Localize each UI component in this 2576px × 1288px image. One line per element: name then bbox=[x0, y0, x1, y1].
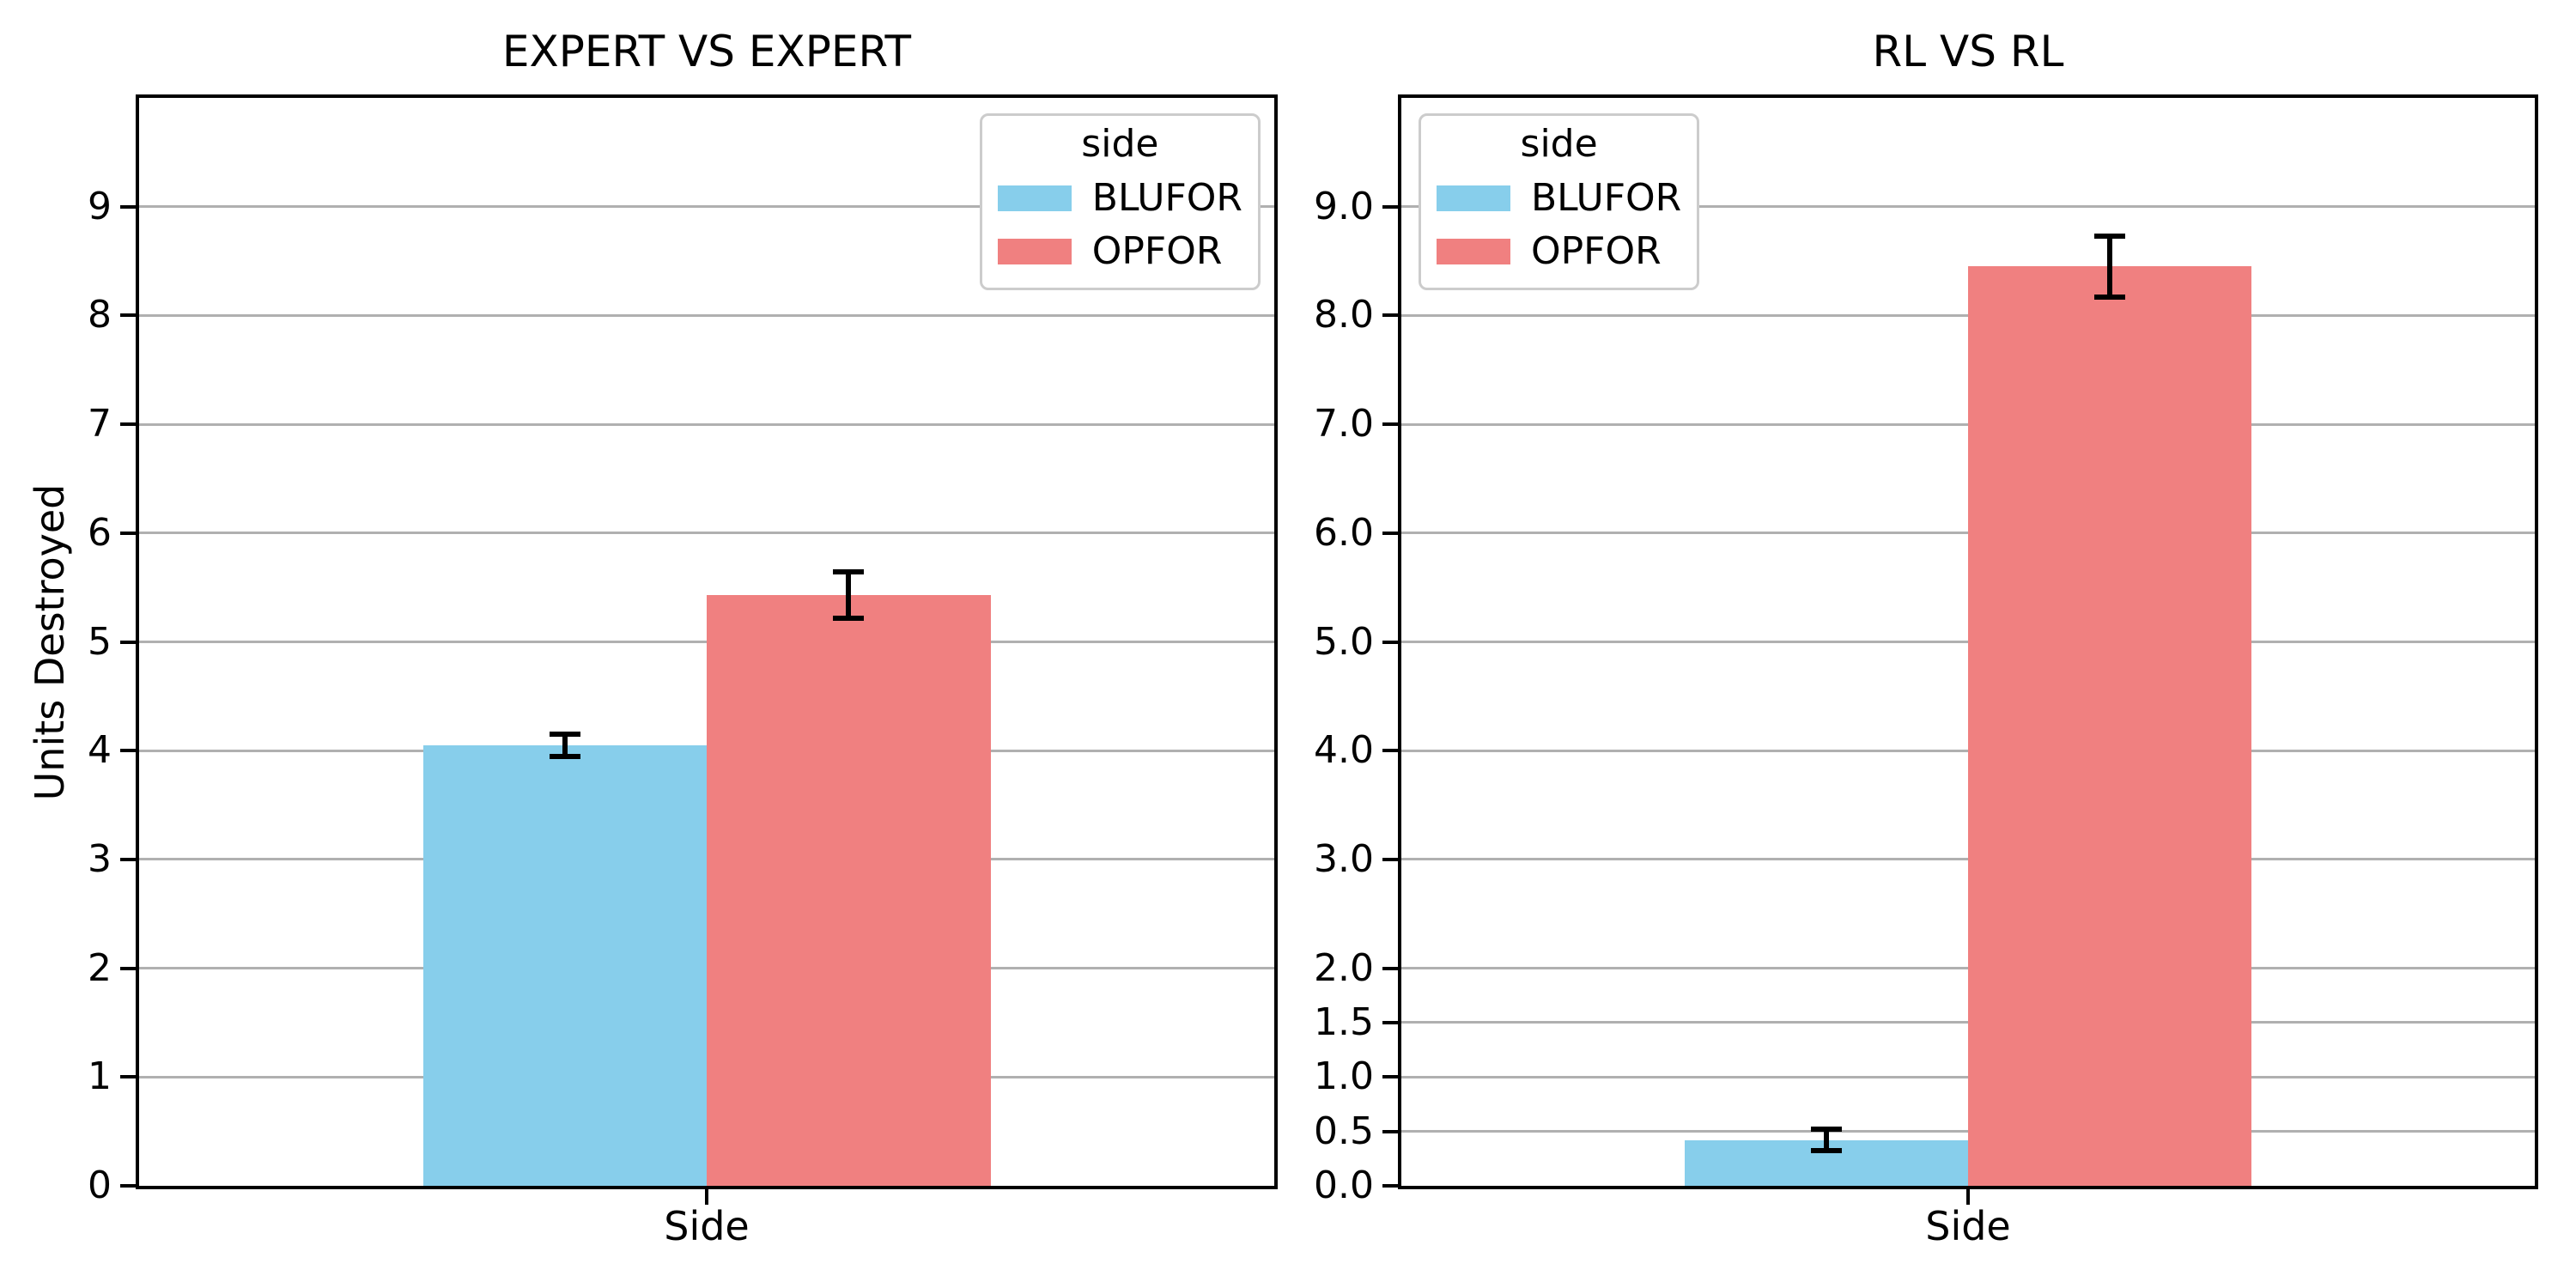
x-tick bbox=[705, 1189, 708, 1205]
legend: side BLUFOR OPFOR bbox=[1419, 113, 1700, 290]
y-tick-label: 6.0 bbox=[1314, 510, 1374, 555]
y-tick bbox=[1382, 1184, 1398, 1188]
y-tick bbox=[1382, 531, 1398, 535]
error-bar-cap-bottom bbox=[2094, 294, 2125, 300]
y-tick-label: 5 bbox=[88, 619, 112, 664]
y-tick-label: 2 bbox=[88, 945, 112, 990]
subplot-title: RL VS RL bbox=[1872, 27, 2064, 76]
bar-opfor bbox=[1968, 266, 2251, 1186]
y-tick bbox=[1382, 313, 1398, 318]
legend-swatch-opfor bbox=[1437, 239, 1510, 264]
y-tick bbox=[120, 966, 136, 970]
y-tick bbox=[1382, 749, 1398, 753]
legend-title: side bbox=[1520, 122, 1598, 166]
y-tick-label: 7 bbox=[88, 402, 112, 447]
legend-item-blufor: BLUFOR bbox=[997, 174, 1242, 222]
error-bar-line bbox=[846, 572, 852, 618]
gridline bbox=[139, 532, 1274, 535]
y-tick-label: 0 bbox=[88, 1163, 112, 1207]
y-tick-label: 0.0 bbox=[1314, 1163, 1374, 1207]
error-bar-line bbox=[1824, 1129, 1829, 1151]
y-tick-label: 1.0 bbox=[1314, 1054, 1374, 1099]
y-tick-label: 6 bbox=[88, 510, 112, 555]
error-bar-blufor bbox=[549, 732, 580, 759]
y-tick bbox=[120, 313, 136, 318]
gridline bbox=[139, 313, 1274, 317]
error-bar-cap-bottom bbox=[549, 753, 580, 759]
subplot-title: EXPERT VS EXPERT bbox=[501, 27, 912, 76]
legend-item-blufor: BLUFOR bbox=[1437, 174, 1681, 222]
y-tick bbox=[120, 531, 136, 535]
error-bar-line bbox=[2107, 235, 2112, 297]
y-tick-label: 3 bbox=[88, 836, 112, 881]
plot-area: side BLUFOR OPFOR 0 1 2 3 4 5 6 7 8 9 bbox=[88, 94, 1278, 1207]
error-bar-cap-top bbox=[833, 569, 865, 575]
legend-item-opfor: OPFOR bbox=[997, 228, 1242, 276]
legend-swatch-blufor bbox=[997, 185, 1072, 211]
legend-label-blufor: BLUFOR bbox=[1091, 176, 1242, 220]
y-tick bbox=[1382, 204, 1398, 209]
y-tick bbox=[120, 749, 136, 753]
gridline bbox=[1401, 205, 2535, 209]
y-tick bbox=[1382, 640, 1398, 644]
y-tick-label: 8.0 bbox=[1314, 293, 1374, 337]
y-tick-label: 9.0 bbox=[1314, 184, 1374, 228]
error-bar-cap-bottom bbox=[833, 615, 865, 621]
y-tick-label: 0.5 bbox=[1314, 1109, 1374, 1153]
y-tick-label: 1 bbox=[88, 1054, 112, 1099]
gridline bbox=[139, 205, 1274, 209]
y-tick-label: 3.0 bbox=[1314, 836, 1374, 881]
y-tick-label: 4.0 bbox=[1314, 728, 1374, 773]
error-bar-opfor bbox=[833, 569, 865, 621]
error-bar-cap-top bbox=[2094, 233, 2125, 239]
subplot-expert-vs-expert: EXPERT VS EXPERT side BLUFOR OPFOR 0 1 2 3 4… bbox=[88, 0, 1278, 1288]
x-axis-label: Side bbox=[1925, 1203, 2011, 1249]
error-bar-cap-top bbox=[549, 732, 580, 738]
plot-area: side BLUFOR OPFOR 0.0 0.5 1.0 1.5 2.0 3.0 4.0 5… bbox=[1314, 94, 2538, 1207]
legend-swatch-blufor bbox=[1437, 185, 1510, 211]
y-tick-label: 5.0 bbox=[1314, 619, 1374, 664]
y-tick bbox=[1382, 1020, 1398, 1024]
error-bar-blufor bbox=[1811, 1127, 1842, 1154]
y-tick bbox=[120, 857, 136, 861]
y-tick-label: 9 bbox=[88, 184, 112, 228]
y-tick bbox=[120, 1075, 136, 1079]
subplot-rl-vs-rl: RL VS RL side BLUFOR OPFOR 0.0 0.5 1.0 1.5 2… bbox=[1314, 0, 2538, 1288]
y-tick-label: 1.5 bbox=[1314, 999, 1374, 1044]
y-tick bbox=[1382, 857, 1398, 861]
y-tick bbox=[120, 422, 136, 427]
legend-label-opfor: OPFOR bbox=[1531, 229, 1662, 273]
x-axis-label: Side bbox=[664, 1203, 750, 1249]
legend-title: side bbox=[1081, 122, 1159, 166]
y-axis-label: Units Destroyed bbox=[27, 483, 73, 801]
error-bar-opfor bbox=[2094, 233, 2125, 300]
y-tick bbox=[1382, 422, 1398, 427]
y-tick bbox=[1382, 1129, 1398, 1133]
error-bar-line bbox=[562, 734, 568, 756]
legend-label-blufor: BLUFOR bbox=[1531, 176, 1682, 220]
legend-item-opfor: OPFOR bbox=[1437, 228, 1681, 276]
legend-label-opfor: OPFOR bbox=[1091, 229, 1223, 273]
y-tick-label: 4 bbox=[88, 728, 112, 773]
y-tick bbox=[120, 640, 136, 644]
y-tick bbox=[1382, 1075, 1398, 1079]
y-tick-label: 7.0 bbox=[1314, 402, 1374, 447]
bar-opfor bbox=[707, 595, 991, 1186]
y-tick-label: 2.0 bbox=[1314, 945, 1374, 990]
error-bar-cap-top bbox=[1811, 1127, 1842, 1133]
y-tick bbox=[120, 1184, 136, 1188]
y-tick-label: 8 bbox=[88, 293, 112, 337]
gridline bbox=[139, 422, 1274, 426]
legend: side BLUFOR OPFOR bbox=[979, 113, 1261, 290]
y-tick bbox=[1382, 966, 1398, 970]
error-bar-cap-bottom bbox=[1811, 1148, 1842, 1154]
legend-swatch-opfor bbox=[997, 239, 1072, 264]
y-tick bbox=[120, 204, 136, 209]
x-tick bbox=[1966, 1189, 1970, 1205]
bar-blufor bbox=[422, 744, 707, 1186]
